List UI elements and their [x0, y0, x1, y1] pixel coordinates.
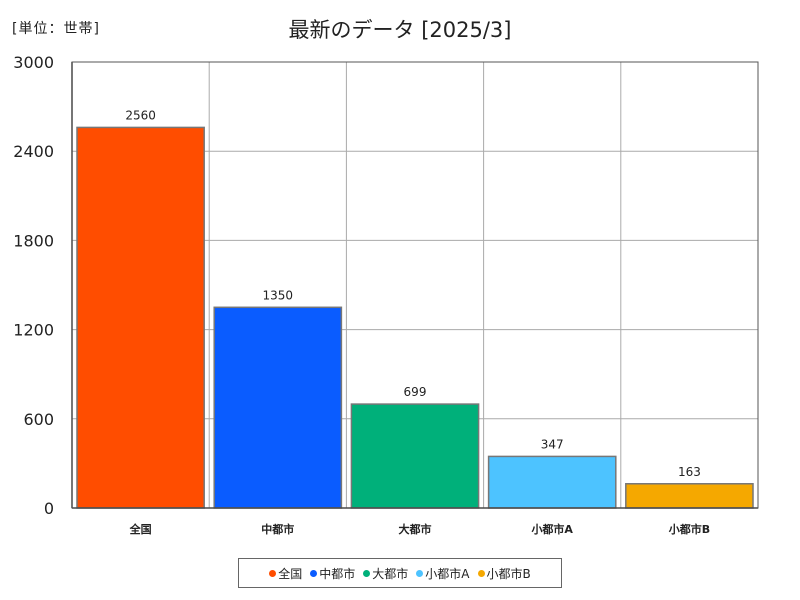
chart-legend: 全国 中都市 大都市 小都市A 小都市B [238, 558, 562, 588]
bar-小都市B [625, 483, 754, 509]
y-tick-label: 600 [23, 410, 54, 429]
legend-item: 大都市 [363, 565, 408, 582]
data-label: 347 [541, 437, 564, 451]
legend-marker [310, 569, 318, 577]
data-label: 699 [404, 385, 427, 399]
bar-中都市 [213, 306, 343, 509]
legend-marker [416, 569, 424, 577]
legend-marker [477, 569, 485, 577]
unit-label: [単位：世帯] [12, 21, 100, 37]
x-tick-label: 小都市A [530, 522, 573, 536]
legend-marker [363, 569, 371, 577]
y-tick-label: 1800 [13, 231, 54, 250]
data-label: 2560 [125, 108, 156, 122]
legend-label: 全国 [278, 566, 303, 581]
bar-大都市 [350, 403, 480, 509]
legend-label: 中都市 [319, 566, 356, 581]
x-tick-label: 中都市 [261, 522, 294, 536]
legend-label: 大都市 [372, 566, 409, 581]
bar-全国 [76, 126, 205, 509]
y-tick-label: 2400 [13, 142, 54, 161]
x-tick-label: 全国 [129, 522, 152, 536]
bar-小都市A [487, 455, 617, 509]
legend-item: 全国 [269, 565, 302, 582]
legend-item: 中都市 [310, 565, 355, 582]
x-tick-label: 大都市 [399, 522, 432, 536]
y-tick-label: 1200 [13, 321, 54, 340]
legend-label: 小都市B [486, 566, 531, 581]
chart-title: 最新のデータ [2025/3] [288, 18, 512, 42]
y-tick-label: 0 [44, 499, 54, 518]
data-label: 1350 [263, 288, 294, 302]
legend-label: 小都市A [425, 566, 470, 581]
y-tick-label: 3000 [13, 53, 54, 72]
legend-item: 小都市B [477, 565, 531, 582]
x-tick-label: 小都市B [668, 522, 710, 536]
legend-item: 小都市A [416, 565, 470, 582]
data-label: 163 [678, 465, 701, 479]
plot-border [71, 61, 759, 509]
legend-marker [269, 569, 277, 577]
